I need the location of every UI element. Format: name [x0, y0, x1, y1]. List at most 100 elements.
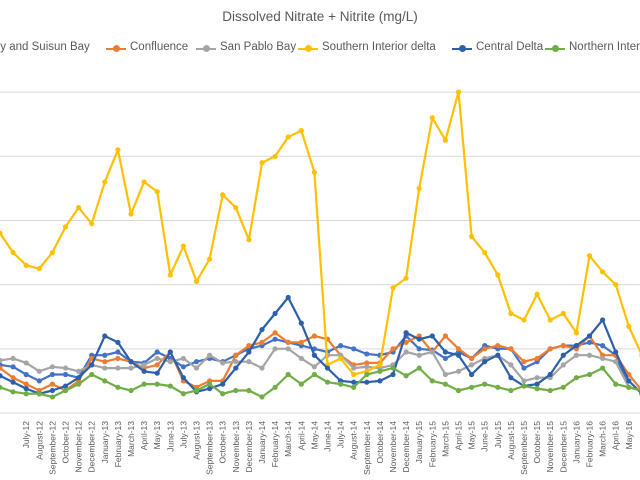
- x-tick-label: December-12: [87, 421, 97, 473]
- data-point: [377, 378, 383, 384]
- data-point: [180, 364, 186, 370]
- x-tick-label: March-13: [126, 421, 136, 457]
- x-tick-label: June-15: [480, 421, 490, 452]
- data-point: [442, 349, 448, 355]
- data-point: [167, 383, 173, 389]
- x-tick-label: December-14: [401, 421, 411, 473]
- data-point: [128, 387, 134, 394]
- data-point: [560, 343, 566, 349]
- data-point: [351, 371, 357, 378]
- data-point: [141, 368, 147, 374]
- data-point: [534, 355, 540, 362]
- data-point: [495, 384, 501, 390]
- data-point: [338, 343, 344, 349]
- x-tick-label: April-15: [454, 421, 464, 451]
- data-point: [429, 333, 435, 339]
- data-point: [560, 310, 566, 317]
- data-point: [351, 365, 357, 371]
- data-point: [364, 379, 370, 385]
- data-point: [246, 237, 252, 243]
- data-point: [128, 365, 134, 371]
- data-point: [469, 371, 475, 378]
- data-point: [351, 384, 357, 390]
- data-point: [285, 339, 291, 345]
- data-point: [62, 365, 69, 371]
- data-point: [259, 394, 265, 400]
- data-point: [560, 362, 566, 368]
- x-tick-label: March-16: [598, 421, 608, 457]
- data-point: [154, 362, 160, 368]
- data-point: [154, 355, 160, 362]
- data-point: [586, 339, 593, 345]
- x-tick-label: December-13: [244, 421, 254, 473]
- legend-marker: [305, 45, 312, 52]
- x-tick-label: June-13: [165, 421, 175, 452]
- data-point: [141, 362, 147, 368]
- x-tick-label: June-14: [323, 421, 333, 452]
- data-point: [259, 365, 265, 371]
- data-point: [469, 384, 475, 390]
- data-point: [167, 272, 173, 278]
- data-point: [547, 317, 553, 323]
- data-point: [482, 381, 488, 387]
- data-point: [390, 285, 396, 291]
- data-point: [534, 386, 540, 392]
- data-point: [259, 326, 265, 333]
- data-point: [180, 355, 186, 362]
- x-tick-label: November-12: [74, 421, 84, 473]
- data-point: [285, 134, 291, 140]
- data-point: [233, 205, 239, 211]
- data-point: [207, 381, 213, 387]
- data-point: [272, 384, 278, 390]
- data-point: [586, 333, 593, 339]
- data-point: [403, 330, 409, 336]
- data-point: [193, 278, 200, 285]
- data-point: [128, 359, 134, 365]
- data-point: [180, 243, 186, 249]
- x-tick-label: September-13: [205, 421, 215, 475]
- data-point: [521, 365, 527, 371]
- data-point: [298, 339, 304, 345]
- data-point: [586, 352, 593, 358]
- data-point: [495, 272, 501, 278]
- legend-marker: [459, 45, 466, 52]
- data-point: [154, 188, 160, 195]
- series-line: [0, 367, 640, 399]
- data-point: [311, 371, 317, 378]
- x-tick-label: April-14: [296, 421, 306, 451]
- data-point: [102, 359, 108, 365]
- data-point: [364, 360, 370, 366]
- data-point: [298, 320, 304, 326]
- data-point: [416, 336, 422, 342]
- data-point: [154, 349, 160, 355]
- x-tick-label: March-14: [283, 421, 293, 457]
- x-tick-label: July-13: [178, 421, 188, 449]
- data-point: [416, 185, 422, 191]
- data-point: [10, 389, 16, 395]
- data-point: [23, 381, 29, 387]
- data-point: [324, 365, 331, 371]
- data-point: [586, 371, 593, 378]
- data-point: [76, 368, 82, 374]
- data-point: [49, 249, 56, 256]
- data-point: [429, 378, 435, 384]
- data-point: [547, 387, 553, 394]
- data-point: [403, 373, 409, 379]
- data-point: [613, 349, 619, 355]
- data-point: [154, 370, 160, 376]
- x-tick-label: August-14: [349, 421, 359, 460]
- legend-marker: [203, 45, 210, 52]
- data-point: [521, 317, 527, 323]
- data-point: [469, 362, 475, 368]
- data-point: [573, 343, 580, 349]
- data-point: [298, 128, 304, 134]
- data-point: [23, 386, 29, 392]
- data-point: [403, 339, 409, 345]
- data-point: [298, 381, 304, 387]
- data-point: [0, 384, 3, 390]
- x-tick-label: October-13: [218, 421, 228, 464]
- data-point: [23, 262, 29, 268]
- series-line: [0, 90, 640, 376]
- data-point: [298, 355, 304, 362]
